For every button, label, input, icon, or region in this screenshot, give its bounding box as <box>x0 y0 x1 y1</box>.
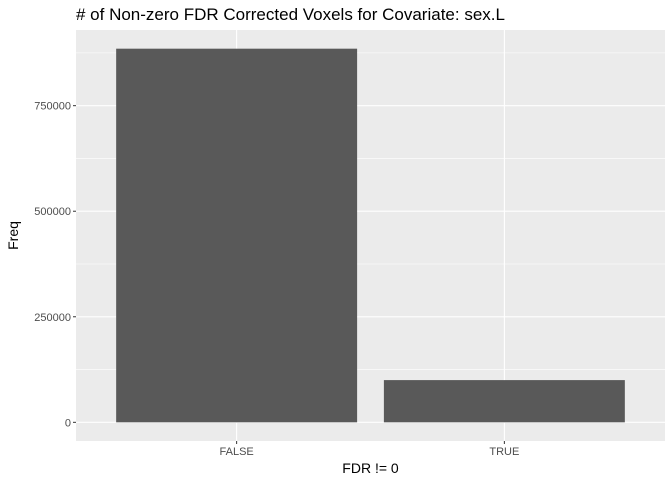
bar-true <box>383 380 625 423</box>
y-tick-label: 0 <box>65 417 71 429</box>
x-tick-label: TRUE <box>489 446 519 458</box>
y-tick-label: 500000 <box>34 206 71 218</box>
y-tick-label: 250000 <box>34 312 71 324</box>
x-axis-title: FDR != 0 <box>342 460 399 476</box>
chart-title: # of Non-zero FDR Corrected Voxels for C… <box>76 5 505 24</box>
y-tick-label: 750000 <box>34 101 71 113</box>
bar-false <box>116 48 358 423</box>
x-axis: FALSE TRUE <box>220 441 519 458</box>
y-axis: 0 250000 500000 750000 <box>34 101 76 429</box>
y-axis-title: Freq <box>5 221 21 250</box>
x-tick-label: FALSE <box>220 446 254 458</box>
bars <box>116 48 625 423</box>
